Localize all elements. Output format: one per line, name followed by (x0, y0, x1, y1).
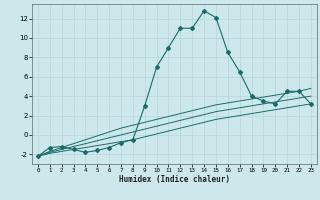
X-axis label: Humidex (Indice chaleur): Humidex (Indice chaleur) (119, 175, 230, 184)
